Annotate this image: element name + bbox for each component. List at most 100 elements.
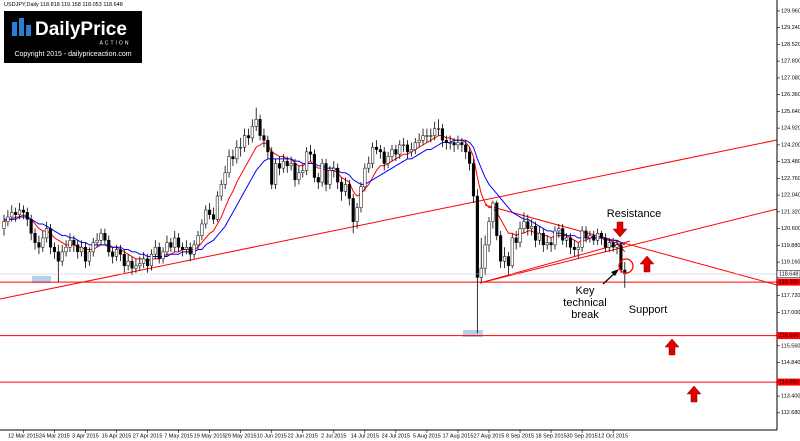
candle-body bbox=[37, 242, 41, 248]
candle-body bbox=[21, 209, 25, 213]
x-tick-label: 3 Apr 2015 bbox=[72, 433, 99, 439]
x-tick-label: 8 Sep 2015 bbox=[506, 433, 534, 439]
candle-body bbox=[421, 135, 425, 141]
header-close: 118.648 bbox=[103, 2, 122, 8]
candle-body bbox=[56, 251, 60, 262]
y-tick-label: 122.760 bbox=[781, 176, 800, 182]
candle-body bbox=[471, 163, 476, 197]
candle-body bbox=[374, 146, 379, 150]
candle-body bbox=[227, 156, 231, 174]
candle-body bbox=[390, 149, 394, 157]
current-price-label: 118.648 bbox=[779, 271, 798, 277]
candle-body bbox=[130, 260, 134, 269]
x-tick-label: 17 Aug 2015 bbox=[443, 433, 474, 439]
logo: DailyPrice ACTION Copyright 2015 - daily… bbox=[4, 11, 142, 63]
candle-body bbox=[91, 242, 95, 253]
candle-body bbox=[565, 237, 569, 241]
candle-body bbox=[592, 235, 596, 241]
candle-body bbox=[184, 246, 188, 250]
up-arrow bbox=[686, 385, 702, 403]
pointer-head bbox=[611, 269, 619, 276]
candle-body bbox=[417, 139, 421, 143]
candle-body bbox=[491, 202, 495, 222]
candle-body bbox=[83, 246, 88, 262]
candle-body bbox=[192, 244, 196, 255]
candle-body bbox=[534, 226, 538, 241]
candle-body bbox=[134, 265, 138, 269]
y-tick-label: 122.040 bbox=[781, 193, 800, 199]
candle-body bbox=[320, 163, 324, 183]
candle-body bbox=[266, 139, 270, 153]
candle-body bbox=[25, 212, 29, 220]
highlight-box bbox=[32, 276, 51, 283]
candle-body bbox=[219, 184, 223, 197]
candle-body bbox=[413, 142, 417, 150]
candle-body bbox=[343, 184, 347, 192]
candle-body bbox=[211, 214, 216, 220]
candle-body bbox=[324, 163, 328, 185]
candle-body bbox=[611, 242, 615, 248]
y-tick-label: 117.000 bbox=[781, 310, 800, 316]
candle-body bbox=[599, 233, 604, 239]
candle-body bbox=[138, 263, 142, 267]
candle-body bbox=[297, 172, 301, 181]
candle-body bbox=[68, 239, 72, 248]
x-tick-label: 27 Aug 2015 bbox=[474, 433, 505, 439]
candle-body bbox=[619, 244, 623, 271]
x-tick-label: 18 Sep 2015 bbox=[535, 433, 566, 439]
x-tick-label: 22 Jun 2015 bbox=[288, 433, 318, 439]
candle-body bbox=[487, 221, 491, 246]
candle-body bbox=[173, 237, 177, 248]
candle-body bbox=[95, 239, 99, 243]
x-tick-label: 15 Apr 2015 bbox=[102, 433, 132, 439]
candle-body bbox=[270, 151, 274, 185]
level-label-box bbox=[777, 378, 800, 386]
candle-body bbox=[146, 258, 150, 267]
candle-body bbox=[553, 230, 557, 246]
level-label-box bbox=[777, 332, 800, 340]
up-arrow bbox=[639, 255, 655, 273]
down-arrow bbox=[612, 221, 628, 238]
candle-body bbox=[223, 172, 227, 185]
candle-body bbox=[398, 144, 402, 155]
x-tick-label: 10 Jun 2015 bbox=[257, 433, 287, 439]
candle-body bbox=[169, 242, 173, 248]
candle-body bbox=[10, 212, 14, 218]
candle-body bbox=[479, 267, 483, 278]
plot bbox=[0, 107, 778, 383]
x-tick-label: 30 Sep 2015 bbox=[567, 433, 598, 439]
logo-text: DailyPrice bbox=[35, 19, 127, 40]
candle-body bbox=[378, 149, 382, 153]
candle-body bbox=[495, 202, 499, 236]
highlight-box bbox=[463, 330, 483, 337]
candle-body bbox=[394, 149, 398, 155]
logo-bar bbox=[12, 22, 17, 36]
y-tick-label: 114.840 bbox=[781, 360, 800, 366]
candle-body bbox=[468, 151, 472, 164]
x-tick-label: 27 Apr 2015 bbox=[133, 433, 163, 439]
x-tick-label: 14 Jul 2015 bbox=[351, 433, 379, 439]
y-tick-label: 127.800 bbox=[781, 59, 800, 65]
candle-body bbox=[526, 221, 530, 229]
candle-body bbox=[475, 195, 479, 278]
candle-body bbox=[64, 246, 68, 253]
candle-body bbox=[254, 119, 258, 127]
candle-body bbox=[41, 237, 45, 248]
y-tick-label: 129.960 bbox=[781, 8, 800, 14]
candle-body bbox=[196, 235, 200, 246]
candle-body bbox=[114, 249, 119, 257]
x-tick-label: 2 Jul 2015 bbox=[321, 433, 346, 439]
candle-body bbox=[541, 233, 545, 246]
candle-body bbox=[584, 230, 588, 239]
candle-body bbox=[235, 146, 239, 160]
candle-body bbox=[460, 142, 464, 146]
candle-body bbox=[293, 163, 297, 181]
candle-body bbox=[588, 235, 592, 239]
candle-body bbox=[425, 135, 429, 137]
x-tick-label: 7 May 2015 bbox=[164, 433, 193, 439]
candle-body bbox=[363, 167, 367, 187]
candle-body bbox=[545, 242, 549, 246]
candle-body bbox=[153, 246, 157, 255]
candle-body bbox=[285, 160, 289, 167]
